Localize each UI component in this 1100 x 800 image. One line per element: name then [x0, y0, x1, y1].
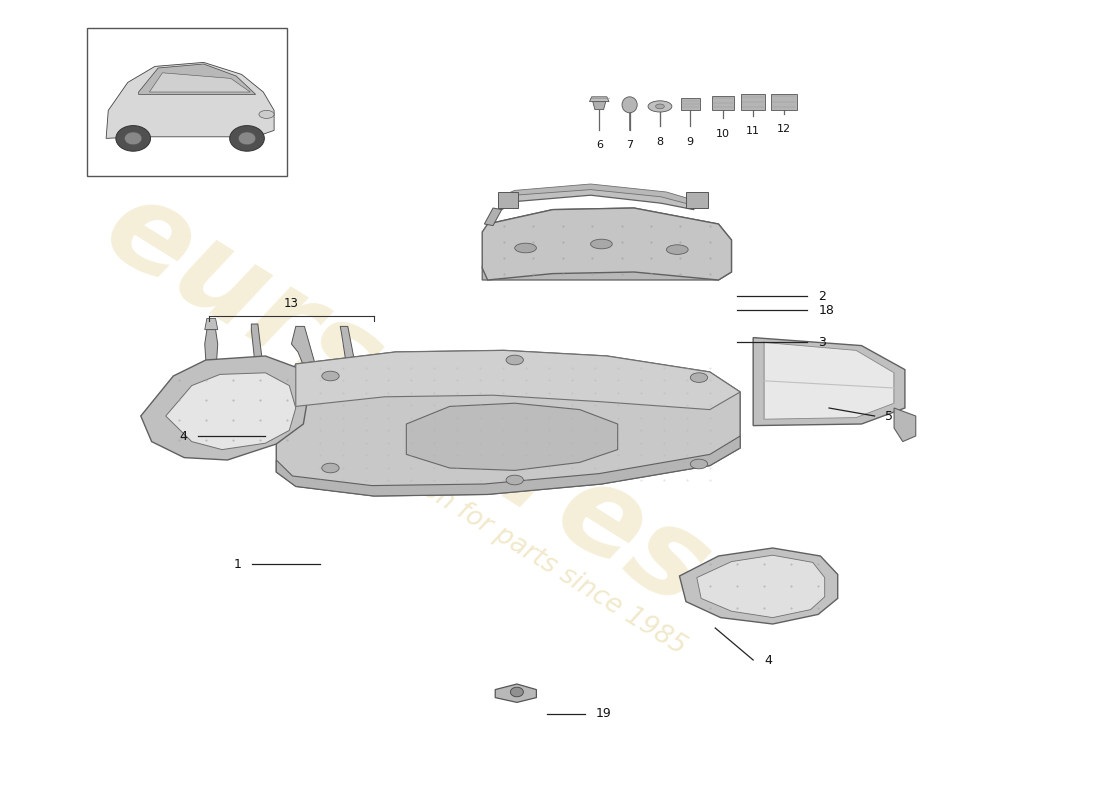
Text: eurspares: eurspares: [84, 168, 729, 632]
Polygon shape: [292, 326, 320, 384]
Ellipse shape: [322, 463, 339, 473]
Polygon shape: [166, 373, 296, 450]
Text: 15: 15: [350, 394, 363, 403]
Polygon shape: [894, 408, 915, 442]
Polygon shape: [205, 318, 218, 330]
Ellipse shape: [258, 110, 274, 118]
Text: 13: 13: [284, 297, 299, 310]
Text: 2: 2: [818, 290, 826, 302]
Polygon shape: [296, 350, 740, 410]
Polygon shape: [590, 97, 609, 102]
Text: 5: 5: [886, 410, 893, 422]
Text: 8: 8: [657, 137, 663, 147]
Ellipse shape: [506, 475, 524, 485]
Ellipse shape: [621, 97, 637, 113]
Text: 16: 16: [298, 390, 312, 400]
Text: 12: 12: [777, 124, 791, 134]
Polygon shape: [741, 94, 766, 110]
Ellipse shape: [648, 101, 672, 112]
Polygon shape: [764, 342, 894, 419]
Ellipse shape: [116, 126, 151, 151]
Polygon shape: [276, 350, 740, 496]
Polygon shape: [482, 208, 732, 280]
Polygon shape: [686, 192, 707, 208]
Polygon shape: [593, 102, 606, 110]
Polygon shape: [681, 98, 700, 110]
Polygon shape: [406, 403, 618, 470]
Polygon shape: [141, 356, 309, 460]
Polygon shape: [482, 208, 732, 280]
Polygon shape: [498, 186, 698, 210]
Polygon shape: [770, 94, 796, 110]
Ellipse shape: [506, 355, 524, 365]
Polygon shape: [696, 555, 825, 618]
Ellipse shape: [322, 371, 339, 381]
Ellipse shape: [656, 104, 664, 109]
Polygon shape: [251, 324, 267, 394]
Text: 19: 19: [596, 707, 612, 720]
Ellipse shape: [667, 245, 689, 254]
Text: 3: 3: [818, 336, 826, 349]
Text: 14: 14: [252, 400, 266, 410]
Polygon shape: [276, 436, 740, 496]
Polygon shape: [139, 64, 255, 94]
Text: 11: 11: [746, 126, 760, 136]
Polygon shape: [484, 208, 502, 226]
Text: 10: 10: [716, 129, 729, 139]
Ellipse shape: [591, 239, 613, 249]
Ellipse shape: [239, 132, 255, 145]
Polygon shape: [205, 330, 218, 392]
Polygon shape: [359, 378, 374, 388]
Text: 17: 17: [205, 400, 218, 410]
Text: 4: 4: [179, 430, 187, 442]
Text: 1: 1: [233, 558, 242, 570]
Ellipse shape: [510, 687, 524, 697]
Text: 18: 18: [818, 304, 834, 317]
Text: 9: 9: [686, 137, 694, 147]
Polygon shape: [340, 326, 371, 386]
Polygon shape: [502, 184, 694, 204]
Ellipse shape: [230, 126, 264, 151]
Polygon shape: [498, 192, 518, 208]
Text: 4: 4: [764, 654, 772, 666]
Polygon shape: [106, 62, 274, 138]
Text: 6: 6: [596, 140, 603, 150]
Polygon shape: [754, 338, 905, 426]
Polygon shape: [680, 548, 838, 624]
Text: a passion for parts since 1985: a passion for parts since 1985: [339, 427, 691, 661]
Text: 7: 7: [626, 140, 634, 150]
Ellipse shape: [691, 459, 707, 469]
Ellipse shape: [515, 243, 537, 253]
Polygon shape: [712, 96, 734, 110]
Ellipse shape: [691, 373, 707, 382]
Polygon shape: [150, 73, 251, 92]
Ellipse shape: [124, 132, 142, 145]
Bar: [87, 28, 287, 176]
Polygon shape: [495, 684, 537, 702]
